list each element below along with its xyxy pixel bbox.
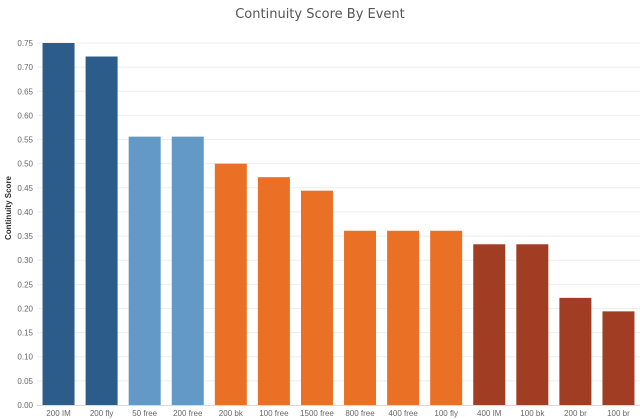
x-tick-label: 50 free bbox=[132, 409, 157, 418]
y-tick-label: 0.75 bbox=[17, 39, 33, 48]
y-tick-label: 0.15 bbox=[17, 329, 33, 338]
bar[interactable] bbox=[344, 230, 377, 405]
y-tick-label: 0.50 bbox=[17, 160, 33, 169]
bar[interactable] bbox=[559, 297, 592, 405]
x-tick-label: 1500 free bbox=[300, 409, 334, 418]
x-tick-label: 100 fly bbox=[434, 409, 458, 418]
x-tick-label: 100 bk bbox=[520, 409, 545, 418]
x-tick-label: 200 fly bbox=[90, 409, 114, 418]
y-tick-label: 0.00 bbox=[17, 401, 33, 410]
bar[interactable] bbox=[128, 136, 161, 405]
y-tick-label: 0.30 bbox=[17, 256, 33, 265]
chart-title: Continuity Score By Event bbox=[235, 7, 405, 22]
x-tick-label: 200 br bbox=[564, 409, 587, 418]
y-tick-label: 0.35 bbox=[17, 232, 33, 241]
x-tick-label: 200 IM bbox=[46, 409, 71, 418]
y-tick-label: 0.70 bbox=[17, 63, 33, 72]
x-tick-label: 200 bk bbox=[219, 409, 244, 418]
x-tick-label: 400 IM bbox=[477, 409, 502, 418]
x-tick-label: 100 br bbox=[607, 409, 630, 418]
bar[interactable] bbox=[516, 244, 549, 405]
bars bbox=[42, 43, 635, 405]
y-tick-label: 0.25 bbox=[17, 280, 33, 289]
y-tick-label: 0.45 bbox=[17, 184, 33, 193]
gridlines bbox=[37, 42, 640, 382]
y-tick-label: 0.20 bbox=[17, 304, 33, 313]
bar[interactable] bbox=[300, 190, 333, 405]
y-tick-label: 0.65 bbox=[17, 87, 33, 96]
x-axis-ticks: 200 IM 200 fly 50 free 200 free 200 bk 100 fr… bbox=[46, 409, 630, 418]
y-tick-label: 0.55 bbox=[17, 136, 33, 145]
bar[interactable] bbox=[257, 177, 290, 405]
bar[interactable] bbox=[430, 230, 463, 405]
x-tick-label: 800 free bbox=[345, 409, 375, 418]
y-tick-label: 0.10 bbox=[17, 353, 33, 362]
y-axis-ticks: 0.00 0.05 0.10 0.15 0.20 0.25 0.30 0.35 0.40 0.45… bbox=[17, 39, 33, 410]
y-axis-label: Continuity Score bbox=[4, 175, 13, 240]
y-tick-label: 0.60 bbox=[17, 111, 33, 120]
x-tick-label: 200 free bbox=[173, 409, 203, 418]
x-tick-label: 400 free bbox=[388, 409, 418, 418]
y-tick-label: 0.40 bbox=[17, 208, 33, 217]
bar[interactable] bbox=[214, 163, 247, 405]
bar[interactable] bbox=[42, 43, 75, 405]
y-tick-label: 0.05 bbox=[17, 377, 33, 386]
bar[interactable] bbox=[473, 244, 506, 405]
bar[interactable] bbox=[171, 136, 204, 405]
x-tick-label: 100 free bbox=[259, 409, 289, 418]
bar[interactable] bbox=[387, 230, 420, 405]
bar[interactable] bbox=[602, 311, 635, 405]
bar[interactable] bbox=[85, 56, 118, 405]
